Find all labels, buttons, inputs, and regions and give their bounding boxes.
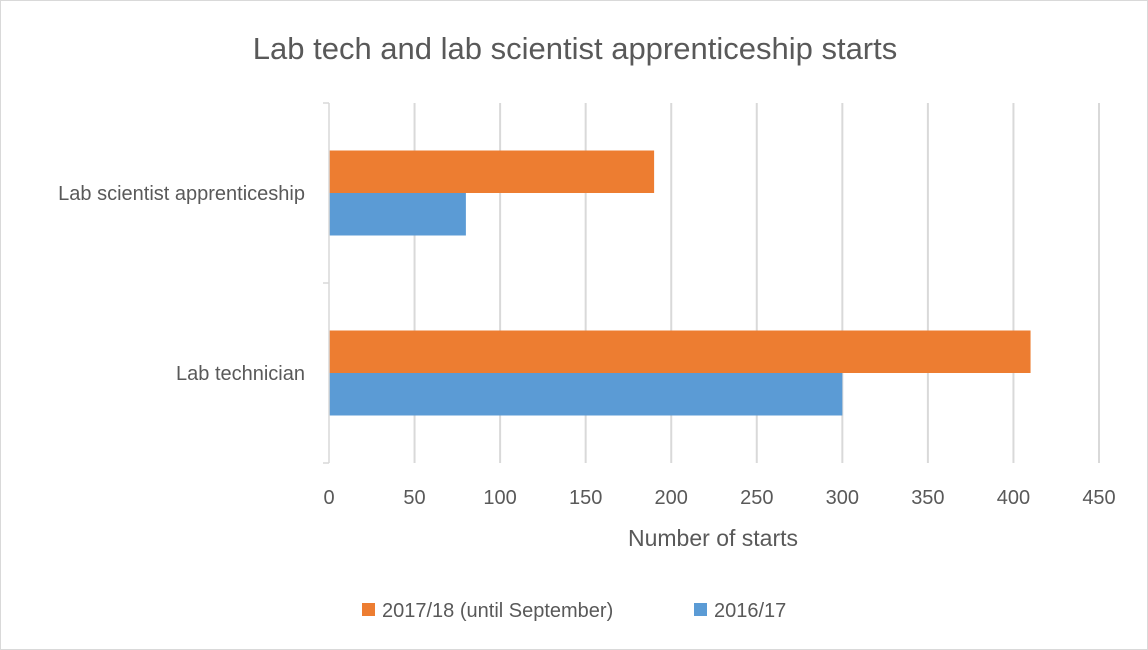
x-axis-label: Number of starts [628, 525, 798, 551]
chart-title: Lab tech and lab scientist apprenticeshi… [253, 31, 898, 66]
y-tick-label: Lab scientist apprenticeship [58, 183, 305, 205]
bars [329, 150, 1031, 416]
bar-1-0 [329, 373, 843, 416]
x-tick-label: 350 [911, 487, 944, 509]
x-tick-label: 100 [483, 487, 516, 509]
y-tick-label: Lab technician [176, 363, 305, 385]
x-tick-label: 150 [569, 487, 602, 509]
legend-swatch [362, 603, 375, 616]
x-tick-label: 200 [655, 487, 688, 509]
x-tick-label: 300 [826, 487, 859, 509]
x-tick-label: 50 [403, 487, 425, 509]
axes: 0 50 100 150 200 250 300 350 400 450 Lab technicia… [58, 102, 1116, 509]
legend-label: 2017/18 (until September) [382, 600, 613, 622]
legend-label: 2016/17 [714, 600, 786, 622]
x-tick-label: 0 [323, 487, 334, 509]
x-tick-label: 400 [997, 487, 1030, 509]
bar-0-1 [329, 150, 655, 193]
x-tick-label: 250 [740, 487, 773, 509]
bar-1-1 [329, 193, 466, 236]
x-tick-label: 450 [1082, 487, 1115, 509]
legend: 2017/18 (until September) 2016/17 [362, 600, 786, 622]
bar-0-0 [329, 330, 1031, 373]
legend-swatch [694, 603, 707, 616]
